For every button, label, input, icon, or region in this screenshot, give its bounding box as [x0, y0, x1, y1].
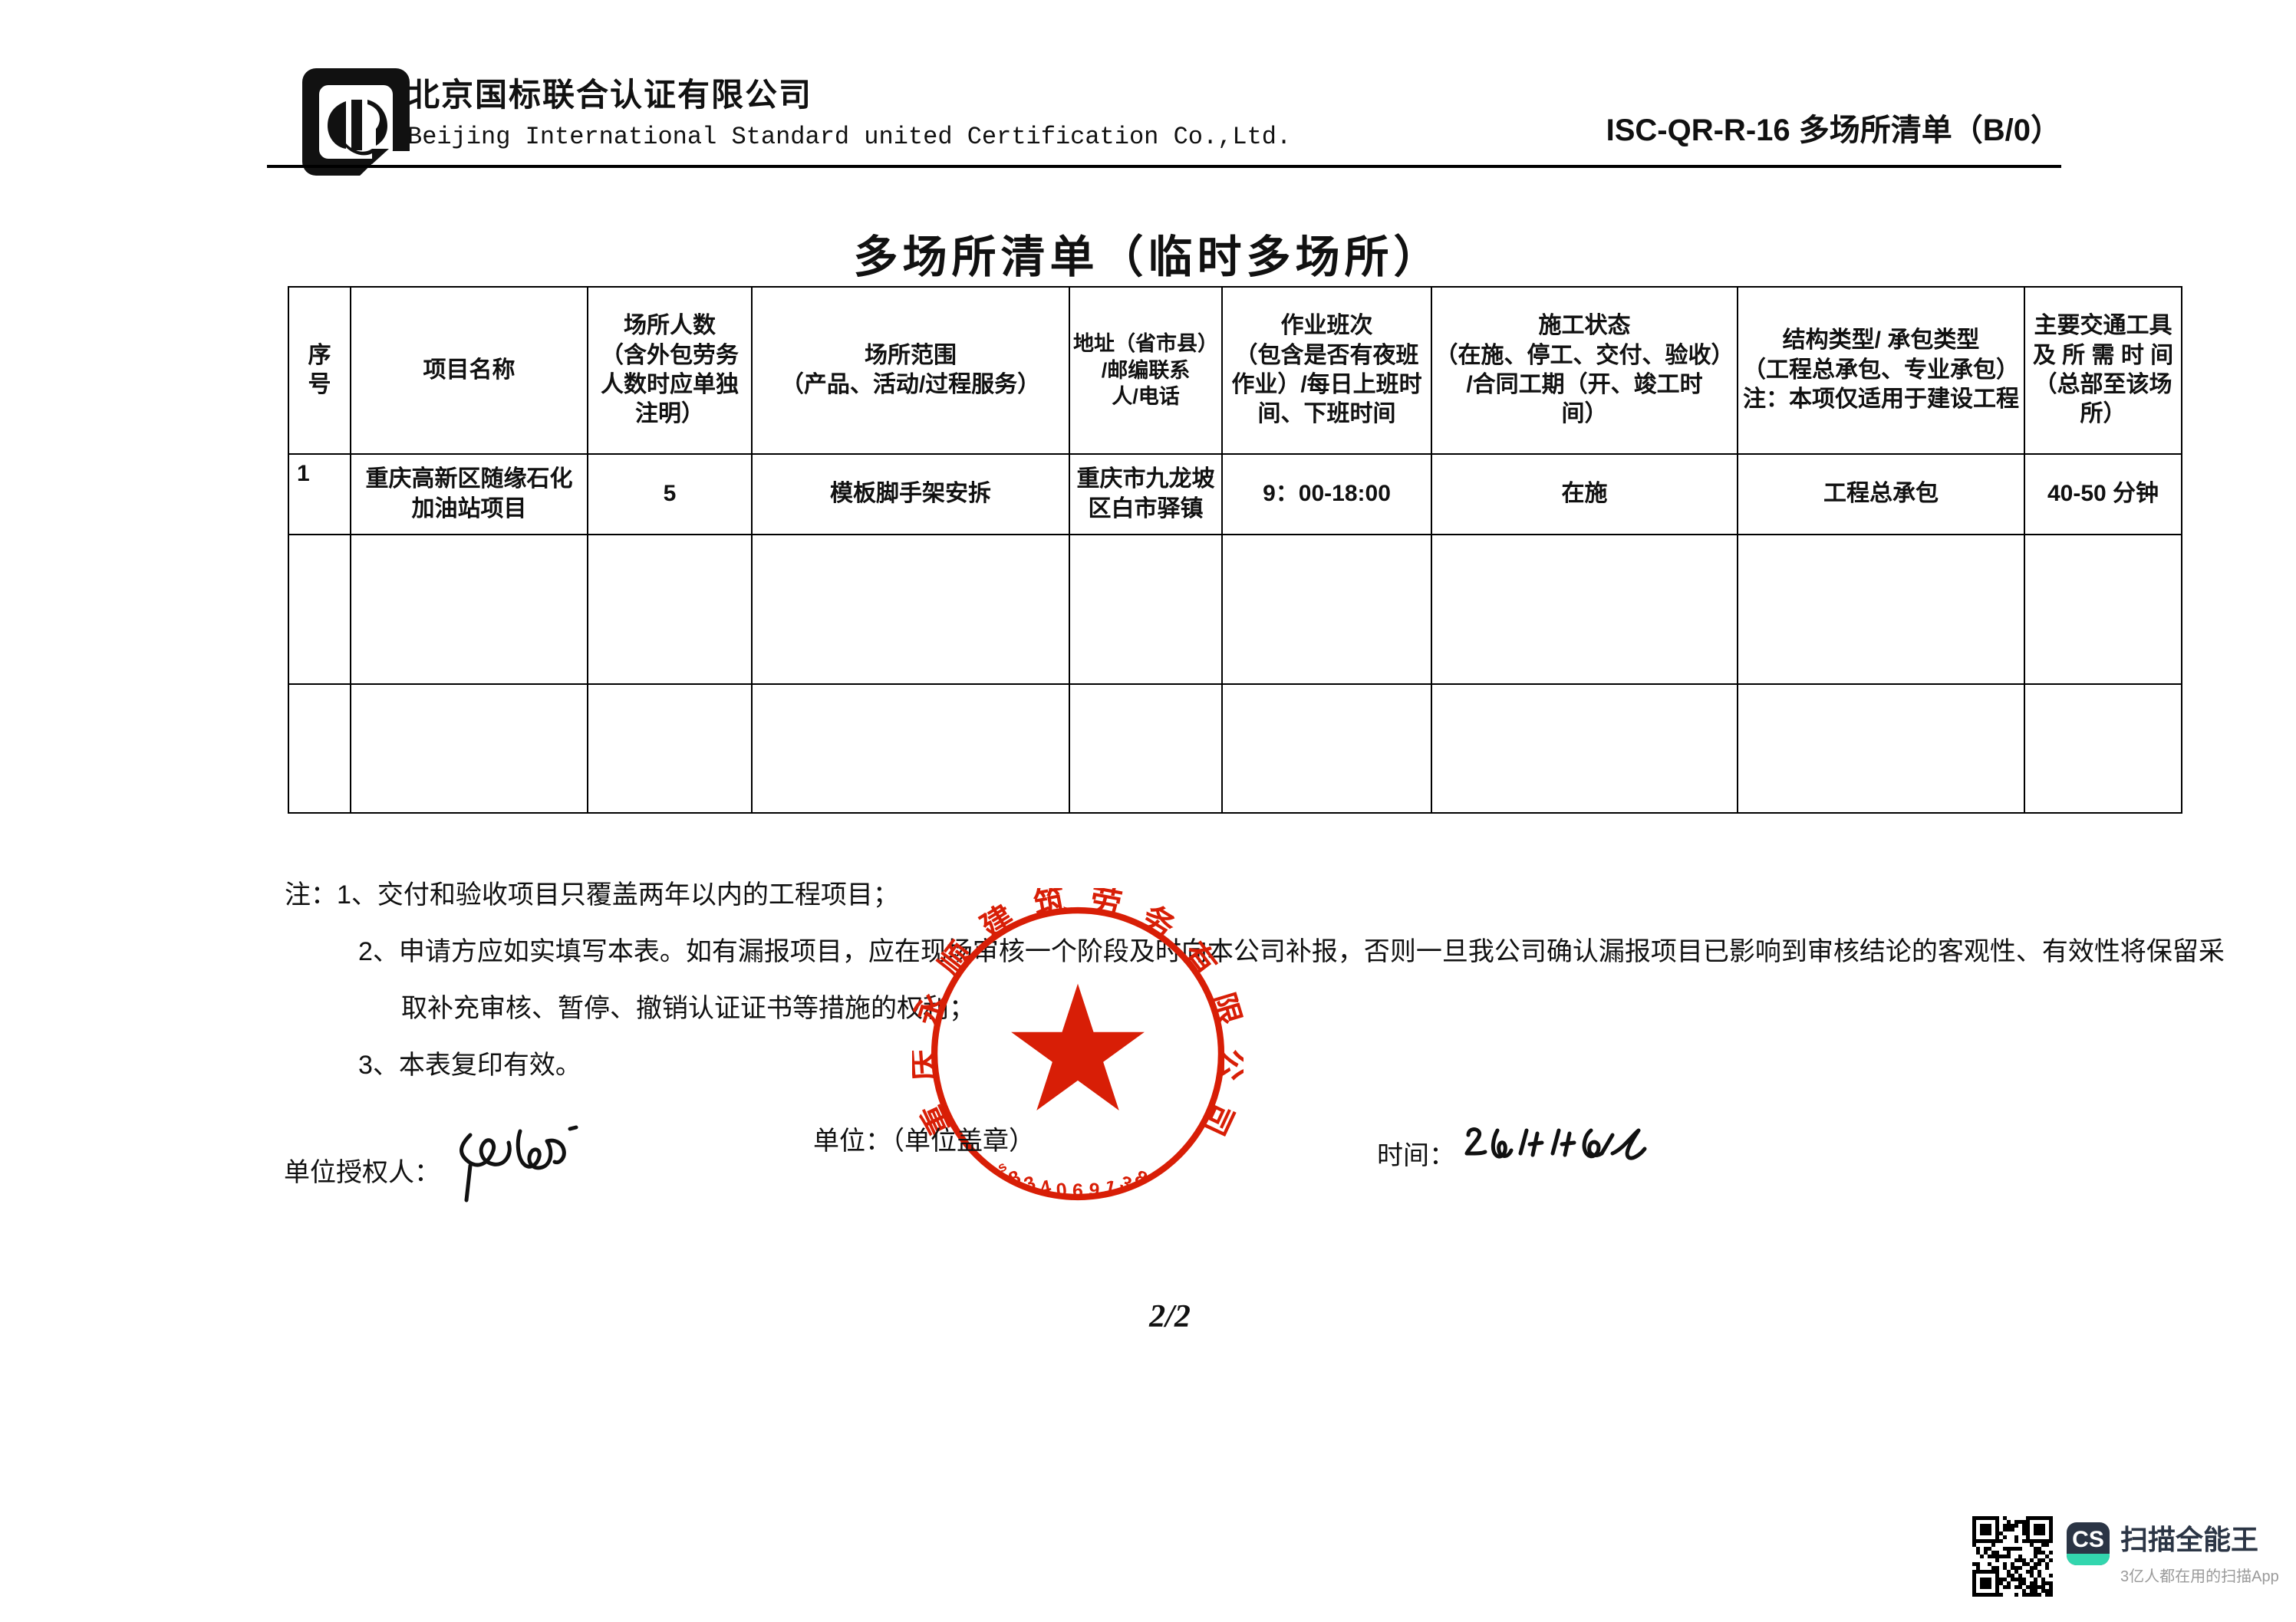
svg-text:6: 6: [1072, 1180, 1083, 1202]
svg-text:1: 1: [1102, 1176, 1118, 1199]
svg-text:3: 3: [1021, 1172, 1038, 1196]
svg-text:顺: 顺: [931, 936, 980, 983]
svg-text:司: 司: [1194, 1097, 1240, 1140]
svg-text:筑: 筑: [1031, 888, 1069, 923]
svg-text:庆: 庆: [912, 1048, 943, 1082]
svg-text:0: 0: [1055, 1179, 1068, 1201]
svg-text:建: 建: [974, 898, 1020, 946]
svg-text:4: 4: [1038, 1176, 1053, 1199]
svg-text:有: 有: [1176, 936, 1224, 983]
svg-text:公: 公: [1213, 1048, 1244, 1082]
svg-text:务: 务: [1135, 898, 1181, 946]
svg-text:劳: 劳: [1087, 888, 1125, 923]
